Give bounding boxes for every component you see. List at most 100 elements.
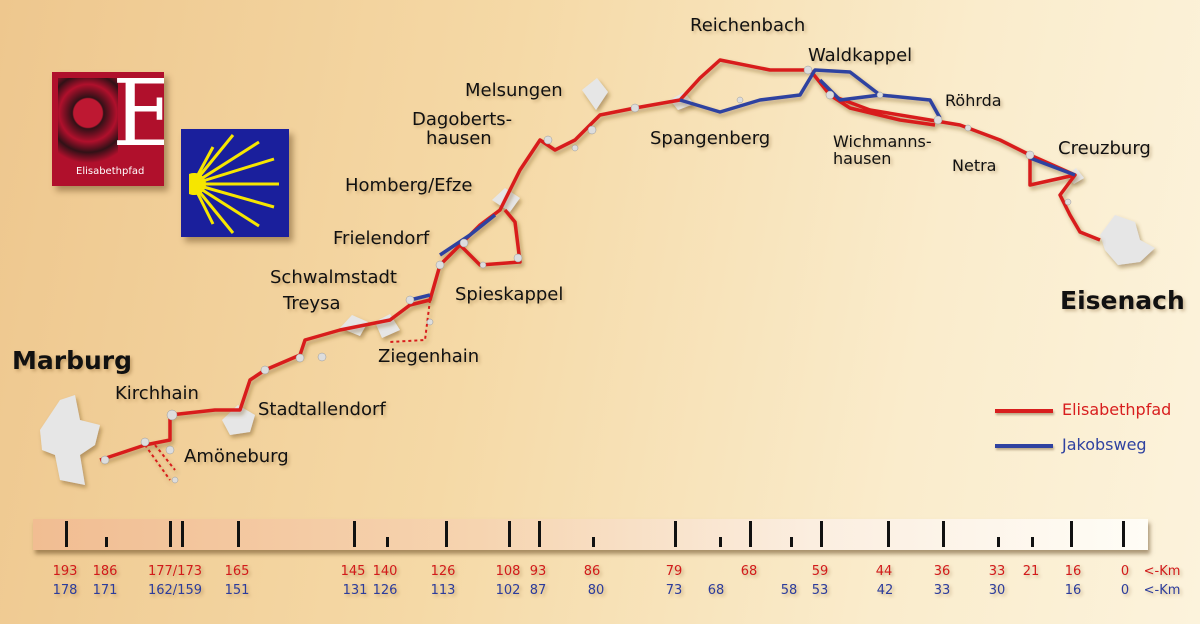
- red-km-label: 79: [665, 564, 683, 579]
- legend-elisabethpfad: Elisabethpfad: [1062, 400, 1172, 419]
- eisenach-shape: [1100, 215, 1155, 265]
- elisabethpfad-logo: E Elisabethpfad: [52, 72, 164, 186]
- scale-tick: [445, 521, 448, 547]
- logo-letter: E: [112, 72, 164, 167]
- melsungen-shape: [582, 78, 608, 110]
- scale-tick: [65, 521, 68, 547]
- marburg-shape: [40, 395, 100, 485]
- place-kirchhain: Kirchhain: [115, 383, 199, 404]
- blue-km-label: 33: [933, 583, 951, 598]
- scale-tick: [237, 521, 240, 547]
- blue-km-label: 126: [372, 583, 398, 598]
- place-schwalmstadt: Schwalmstadt: [270, 267, 397, 288]
- blue-km-label: 87: [529, 583, 547, 598]
- legend-swatch-elisabethpfad: [995, 409, 1053, 413]
- red-km-label: 193: [52, 564, 78, 579]
- red-km-label: 126: [430, 564, 456, 579]
- logo-text: Elisabethpfad: [76, 166, 145, 177]
- red-km-label: 33: [988, 564, 1006, 579]
- elisabethpfad-route-dotted: [144, 299, 431, 481]
- blue-km-label: 73: [665, 583, 683, 598]
- scale-tick: [1070, 521, 1073, 547]
- label-line: hausen: [833, 148, 892, 168]
- legend-swatch-jakobsweg: [995, 444, 1053, 448]
- scale-tick: [1122, 521, 1125, 547]
- elisabethpfad-route: [99, 58, 1101, 462]
- blue-km-label: 162/159: [147, 583, 203, 598]
- scale-tick: [674, 521, 677, 547]
- scale-tick: [181, 521, 184, 547]
- label-line: hausen: [426, 127, 492, 149]
- place-netra: Netra: [952, 156, 997, 175]
- place-treysa: Treysa: [283, 293, 341, 314]
- scale-tick: [169, 521, 172, 547]
- blue-km-label: 131: [342, 583, 368, 598]
- blue-km-label: 0: [1120, 583, 1130, 598]
- red-km-label: 186: [92, 564, 118, 579]
- saint-figure-graphic: [58, 78, 118, 178]
- scale-tick: [887, 521, 890, 547]
- blue-km-label: 30: [988, 583, 1006, 598]
- red-km-label: 165: [224, 564, 250, 579]
- red-km-label: 16: [1064, 564, 1082, 579]
- blue-km-label: 58: [780, 583, 798, 598]
- scale-tick: [105, 537, 108, 547]
- place-creuzburg: Creuzburg: [1058, 138, 1151, 159]
- place-reichenbach: Reichenbach: [690, 15, 806, 36]
- scale-tick: [942, 521, 945, 547]
- scale-tick: [353, 521, 356, 547]
- km-unit-label: <-Km: [1143, 564, 1181, 579]
- place-spieskappel: Spieskappel: [455, 284, 564, 305]
- scale-tick: [386, 537, 389, 547]
- red-km-label: 145: [340, 564, 366, 579]
- red-km-label: 59: [811, 564, 829, 579]
- red-km-label: 36: [933, 564, 951, 579]
- red-km-label: 44: [875, 564, 893, 579]
- blue-km-label: 42: [876, 583, 894, 598]
- jakobsweg-route: [409, 68, 1076, 302]
- place-wichmannshausen: Wichmanns-hausen: [833, 132, 932, 168]
- label-line: Wichmanns-: [833, 132, 932, 151]
- scale-tick: [508, 521, 511, 547]
- scale-tick: [1031, 537, 1034, 547]
- red-km-label: 68: [740, 564, 758, 579]
- blue-km-label: 151: [224, 583, 250, 598]
- blue-km-label: 53: [811, 583, 829, 598]
- place-amoeneburg: Amöneburg: [184, 446, 289, 467]
- blue-km-label: 171: [92, 583, 118, 598]
- red-km-label: 140: [372, 564, 398, 579]
- blue-km-label: 178: [52, 583, 78, 598]
- place-waldkappel: Waldkappel: [808, 45, 913, 66]
- label-line: Dagoberts-: [412, 109, 513, 130]
- ziegenhain-shape: [375, 314, 400, 338]
- blue-km-label: 113: [430, 583, 456, 598]
- scale-tick: [820, 521, 823, 547]
- scale-tick: [749, 521, 752, 547]
- place-melsungen: Melsungen: [465, 80, 563, 101]
- waypoints: [100, 65, 1072, 484]
- scale-tick: [997, 537, 1000, 547]
- place-homberg: Homberg/Efze: [345, 175, 473, 196]
- place-stadtallendorf: Stadtallendorf: [258, 399, 386, 420]
- red-km-label: 86: [583, 564, 601, 579]
- blue-km-label: 102: [495, 583, 521, 598]
- blue-km-label: 68: [707, 583, 725, 598]
- scale-tick: [538, 521, 541, 547]
- red-km-label: 0: [1120, 564, 1130, 579]
- scale-tick: [719, 537, 722, 547]
- place-marburg: Marburg: [12, 346, 132, 375]
- place-ziegenhain: Ziegenhain: [378, 346, 480, 367]
- place-spangenberg: Spangenberg: [650, 128, 771, 149]
- stadtallendorf-shape: [222, 405, 255, 435]
- red-km-label: 177/173: [147, 564, 203, 579]
- scale-tick: [790, 537, 793, 547]
- place-eisenach: Eisenach: [1060, 286, 1185, 315]
- blue-km-label: 80: [587, 583, 605, 598]
- distance-scale-bar: [33, 519, 1148, 550]
- red-km-label: 93: [529, 564, 547, 579]
- place-roehrda: Röhrda: [945, 91, 1002, 110]
- red-km-label: 108: [495, 564, 521, 579]
- scale-tick: [592, 537, 595, 547]
- place-frielendorf: Frielendorf: [333, 228, 430, 249]
